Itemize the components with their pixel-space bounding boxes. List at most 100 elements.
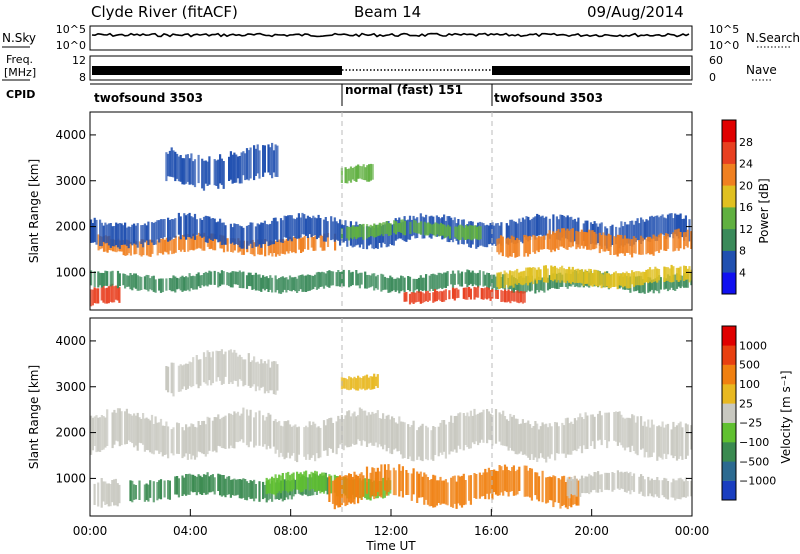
velocity-echo-cell <box>217 414 220 446</box>
power-colorbar-swatch <box>722 185 736 208</box>
nave-tick-top: 60 <box>709 54 723 67</box>
power-echo-cell <box>527 216 530 242</box>
power-echo-cell <box>514 270 517 284</box>
power-echo-cell <box>464 272 467 284</box>
power-echo-cell <box>466 287 469 300</box>
velocity-echo-cell <box>546 477 550 503</box>
velocity-xtick-label: 00:00 <box>675 524 710 538</box>
power-echo-cell <box>324 273 327 286</box>
power-echo-cell <box>398 278 401 294</box>
power-echo-cell <box>443 224 446 238</box>
power-echo-cell <box>90 289 93 307</box>
power-echo-cell <box>282 239 285 254</box>
power-echo-cell <box>373 227 376 250</box>
power-echo-cell <box>330 216 333 241</box>
power-echo-cell <box>627 224 630 244</box>
power-echo-cell <box>183 158 186 185</box>
power-echo-cell <box>181 235 184 250</box>
velocity-echo-cell <box>131 415 134 444</box>
power-echo-cell <box>102 285 105 303</box>
power-echo-cell <box>247 272 250 286</box>
velocity-echo-cell <box>134 415 137 446</box>
power-echo-cell <box>482 223 485 247</box>
velocity-colorbar-swatch <box>722 461 736 481</box>
velocity-echo-cell <box>521 419 524 455</box>
velocity-echo-cell <box>346 475 349 505</box>
power-echo-cell <box>339 272 342 287</box>
power-echo-cell <box>319 234 322 248</box>
power-echo-cell <box>502 291 505 302</box>
velocity-echo-cell <box>554 422 557 461</box>
power-echo-cell <box>529 278 532 292</box>
velocity-echo-cell <box>658 480 661 498</box>
velocity-echo-cell <box>457 413 460 446</box>
power-echo-cell <box>526 236 530 257</box>
power-echo-cell <box>287 237 290 254</box>
power-echo-cell <box>204 160 207 184</box>
power-echo-cell <box>675 214 679 237</box>
velocity-echo-cell <box>568 423 571 455</box>
power-echo-cell <box>528 267 531 283</box>
power-echo-cell <box>353 166 356 181</box>
power-echo-cell <box>487 225 490 245</box>
velocity-echo-cell <box>290 426 293 456</box>
power-echo-cell <box>480 288 483 300</box>
power-colorbar-swatch <box>722 272 736 295</box>
velocity-echo-cell <box>625 417 628 448</box>
power-echo-cell <box>364 167 367 181</box>
velocity-echo-cell <box>383 464 386 491</box>
velocity-echo-cell <box>179 364 182 392</box>
velocity-echo-cell <box>616 470 619 489</box>
power-echo-cell <box>652 234 655 256</box>
power-echo-cell <box>530 275 533 291</box>
velocity-echo-cell <box>552 475 555 508</box>
velocity-echo-cell <box>233 478 236 496</box>
power-echo-cell <box>611 273 614 287</box>
cpid-label: CPID <box>6 88 35 101</box>
velocity-echo-cell <box>652 480 655 498</box>
power-echo-cell <box>517 239 521 257</box>
velocity-echo-cell <box>675 425 679 461</box>
velocity-echo-cell <box>426 427 429 461</box>
power-echo-cell <box>285 216 288 238</box>
power-echo-cell <box>563 215 566 237</box>
velocity-echo-cell <box>459 476 462 506</box>
velocity-echo-cell <box>677 423 680 459</box>
power-echo-cell <box>378 222 381 236</box>
velocity-echo-cell <box>598 410 601 440</box>
velocity-echo-cell <box>138 417 141 443</box>
velocity-echo-cell <box>548 423 551 459</box>
power-echo-cell <box>127 275 130 287</box>
velocity-echo-cell <box>348 410 351 448</box>
velocity-echo-cell <box>410 425 413 461</box>
power-colorbar-tick: 8 <box>739 245 746 258</box>
velocity-echo-cell <box>190 423 193 460</box>
power-echo-cell <box>516 223 519 244</box>
power-echo-cell <box>369 275 372 288</box>
velocity-echo-cell <box>392 467 395 496</box>
power-echo-cell <box>125 227 128 246</box>
velocity-echo-cell <box>681 479 684 498</box>
power-echo-cell <box>308 274 311 291</box>
velocity-echo-cell <box>288 475 292 492</box>
power-echo-cell <box>249 272 252 287</box>
power-echo-cell <box>210 271 213 285</box>
velocity-echo-cell <box>357 375 360 391</box>
velocity-echo-cell <box>417 473 421 498</box>
power-echo-cell <box>300 238 303 253</box>
velocity-echo-cell <box>561 422 564 454</box>
power-echo-cell <box>272 150 275 173</box>
power-echo-cell <box>290 215 293 242</box>
power-echo-cell <box>453 288 456 301</box>
power-echo-cell <box>494 290 498 299</box>
power-echo-cell <box>204 271 207 286</box>
power-echo-cell <box>219 154 222 184</box>
power-echo-cell <box>129 226 132 244</box>
velocity-echo-cell <box>618 411 621 443</box>
velocity-echo-cell <box>231 414 234 448</box>
power-echo-cell <box>561 215 564 238</box>
power-echo-cell <box>109 284 112 302</box>
power-echo-cell <box>451 220 455 243</box>
power-echo-cell <box>170 278 173 292</box>
